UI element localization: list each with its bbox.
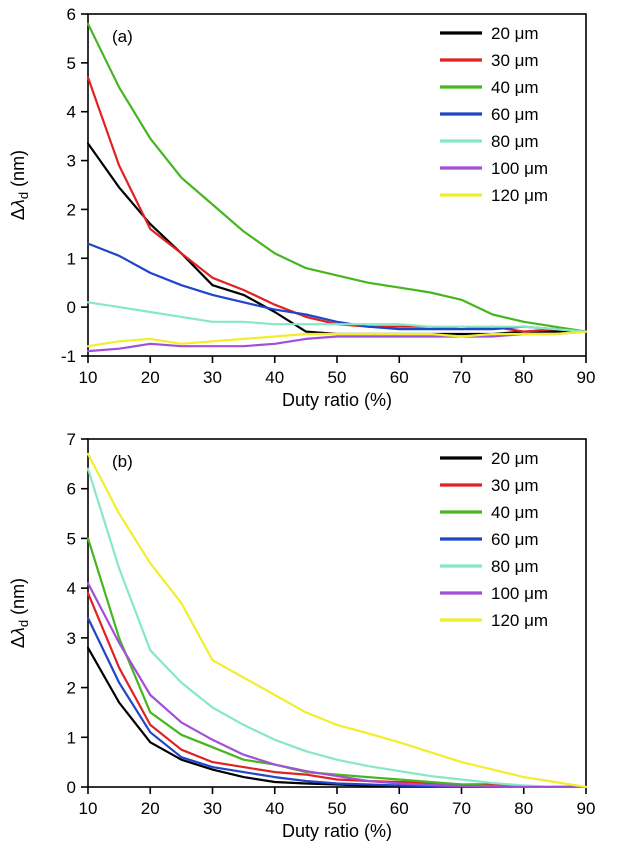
legend-label: 40 μm <box>491 503 539 522</box>
series-line <box>87 616 587 788</box>
legend-label: 80 μm <box>491 557 539 576</box>
y-tick-label: 1 <box>67 728 76 747</box>
series-line <box>87 242 587 333</box>
y-tick-label: 2 <box>67 679 76 698</box>
legend-label: 40 μm <box>491 78 539 97</box>
legend-label: 80 μm <box>491 132 539 151</box>
x-tick-label: 60 <box>390 368 409 387</box>
x-tick-label: 80 <box>514 368 533 387</box>
series-line <box>87 330 587 353</box>
y-tick-label: -1 <box>61 347 76 366</box>
legend-label: 60 μm <box>491 530 539 549</box>
x-axis-label: Duty ratio (%) <box>282 821 392 841</box>
y-tick-label: 3 <box>67 629 76 648</box>
x-tick-label: 10 <box>79 799 98 818</box>
y-tick-label: 0 <box>67 298 76 317</box>
x-tick-label: 70 <box>452 799 471 818</box>
x-tick-label: 30 <box>203 799 222 818</box>
chart-b: 10 20 30 40 50 60 70 80 90 0 1 2 3 4 5 6 7 Duty ratio (%)… <box>8 430 596 841</box>
series-line <box>87 22 587 333</box>
y-tick-label: 5 <box>67 529 76 548</box>
y-tick-label: 7 <box>67 430 76 449</box>
series-line <box>87 582 587 788</box>
x-tick-label: 90 <box>577 368 596 387</box>
figure-panel-b: 10 20 30 40 50 60 70 80 90 0 1 2 3 4 5 6 7 Duty ratio (%)… <box>0 425 630 856</box>
panel-label: (b) <box>112 452 133 471</box>
legend-label: 20 μm <box>491 24 539 43</box>
y-tick-label: 6 <box>67 5 76 24</box>
x-tick-label: 10 <box>79 368 98 387</box>
x-axis-label: Duty ratio (%) <box>282 390 392 410</box>
y-tick-label: 2 <box>67 200 76 219</box>
series-line <box>87 452 587 788</box>
y-tick-label: 0 <box>67 778 76 797</box>
x-tick-label: 20 <box>141 368 160 387</box>
y-tick-label: 5 <box>67 54 76 73</box>
y-tick-label: 4 <box>67 579 76 598</box>
x-tick-label: 30 <box>203 368 222 387</box>
x-tick-label: 20 <box>141 799 160 818</box>
x-tick-label: 80 <box>514 799 533 818</box>
chart-a: 10 20 30 40 50 60 70 80 90 -1 0 1 2 3 4 5 6 Duty ratio (%… <box>8 5 596 410</box>
y-tick-label: 4 <box>67 103 76 122</box>
series-line <box>87 646 587 788</box>
x-tick-label: 50 <box>328 799 347 818</box>
panel-label: (a) <box>112 27 133 46</box>
series-line <box>87 301 587 333</box>
y-tick-label: 1 <box>67 249 76 268</box>
series-line <box>87 467 587 788</box>
y-axis-label: Δλd (nm) <box>8 578 31 648</box>
x-tick-label: 40 <box>265 368 284 387</box>
legend-label: 100 μm <box>491 159 548 178</box>
legend-label: 120 μm <box>491 611 548 630</box>
x-tick-label: 60 <box>390 799 409 818</box>
y-tick-label: 6 <box>67 480 76 499</box>
y-tick-label: 3 <box>67 152 76 171</box>
legend-label: 120 μm <box>491 186 548 205</box>
figure-panel-a: 10 20 30 40 50 60 70 80 90 -1 0 1 2 3 4 5 6 Duty ratio (%… <box>0 0 630 425</box>
legend-label: 60 μm <box>491 105 539 124</box>
legend-label: 30 μm <box>491 51 539 70</box>
x-tick-label: 90 <box>577 799 596 818</box>
legend-label: 20 μm <box>491 449 539 468</box>
legend-label: 30 μm <box>491 476 539 495</box>
x-tick-label: 70 <box>452 368 471 387</box>
series-line <box>87 592 587 788</box>
x-tick-label: 40 <box>265 799 284 818</box>
legend-label: 100 μm <box>491 584 548 603</box>
y-axis-label: Δλd (nm) <box>8 150 31 220</box>
x-tick-label: 50 <box>328 368 347 387</box>
series-line <box>87 330 587 348</box>
